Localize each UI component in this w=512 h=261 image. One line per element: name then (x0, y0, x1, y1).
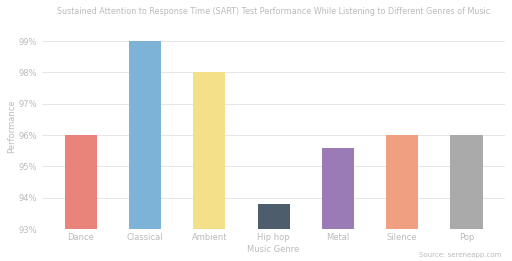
Y-axis label: Performance: Performance (7, 99, 16, 152)
Bar (129, 41, 161, 229)
Bar (386, 135, 418, 229)
Bar (258, 204, 290, 229)
Bar (451, 135, 482, 229)
Bar (193, 72, 225, 229)
Text: Source: sereneapp.com: Source: sereneapp.com (419, 252, 502, 258)
Bar (322, 148, 354, 229)
Title: Sustained Attention to Response Time (SART) Test Performance While Listening to : Sustained Attention to Response Time (SA… (57, 7, 490, 16)
X-axis label: Music Genre: Music Genre (247, 245, 300, 254)
Bar (65, 135, 97, 229)
